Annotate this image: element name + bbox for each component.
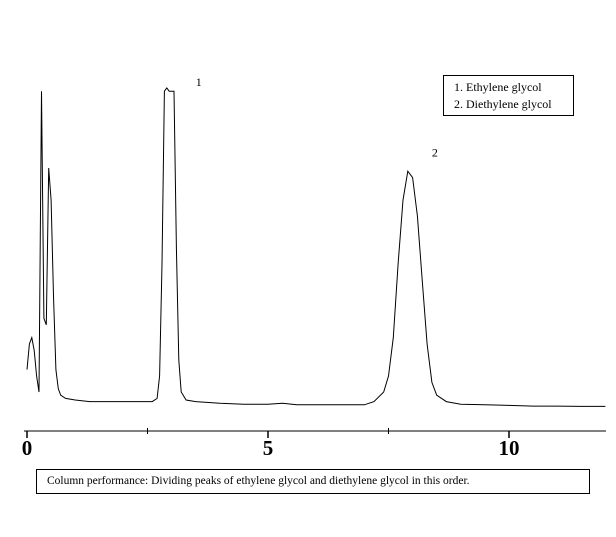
- peak-label: 1: [196, 75, 202, 89]
- x-tick-label: 10: [499, 436, 520, 460]
- peak-labels: 12: [196, 75, 438, 159]
- chromatogram-trace: [26, 87, 606, 407]
- x-tick-label: 0: [22, 436, 33, 460]
- x-tick-label: 5: [263, 436, 274, 460]
- x-axis-ticks: [26, 428, 510, 438]
- legend: 1. Ethylene glycol 2. Diethylene glycol: [443, 75, 574, 116]
- legend-entry-ethylene-glycol: 1. Ethylene glycol: [454, 80, 542, 94]
- caption: Column performance: Dividing peaks of et…: [36, 469, 590, 494]
- peak-label: 2: [432, 145, 438, 159]
- x-axis-tick-labels: 0 5 10: [22, 436, 520, 460]
- legend-entry-diethylene-glycol: 2. Diethylene glycol: [454, 97, 552, 111]
